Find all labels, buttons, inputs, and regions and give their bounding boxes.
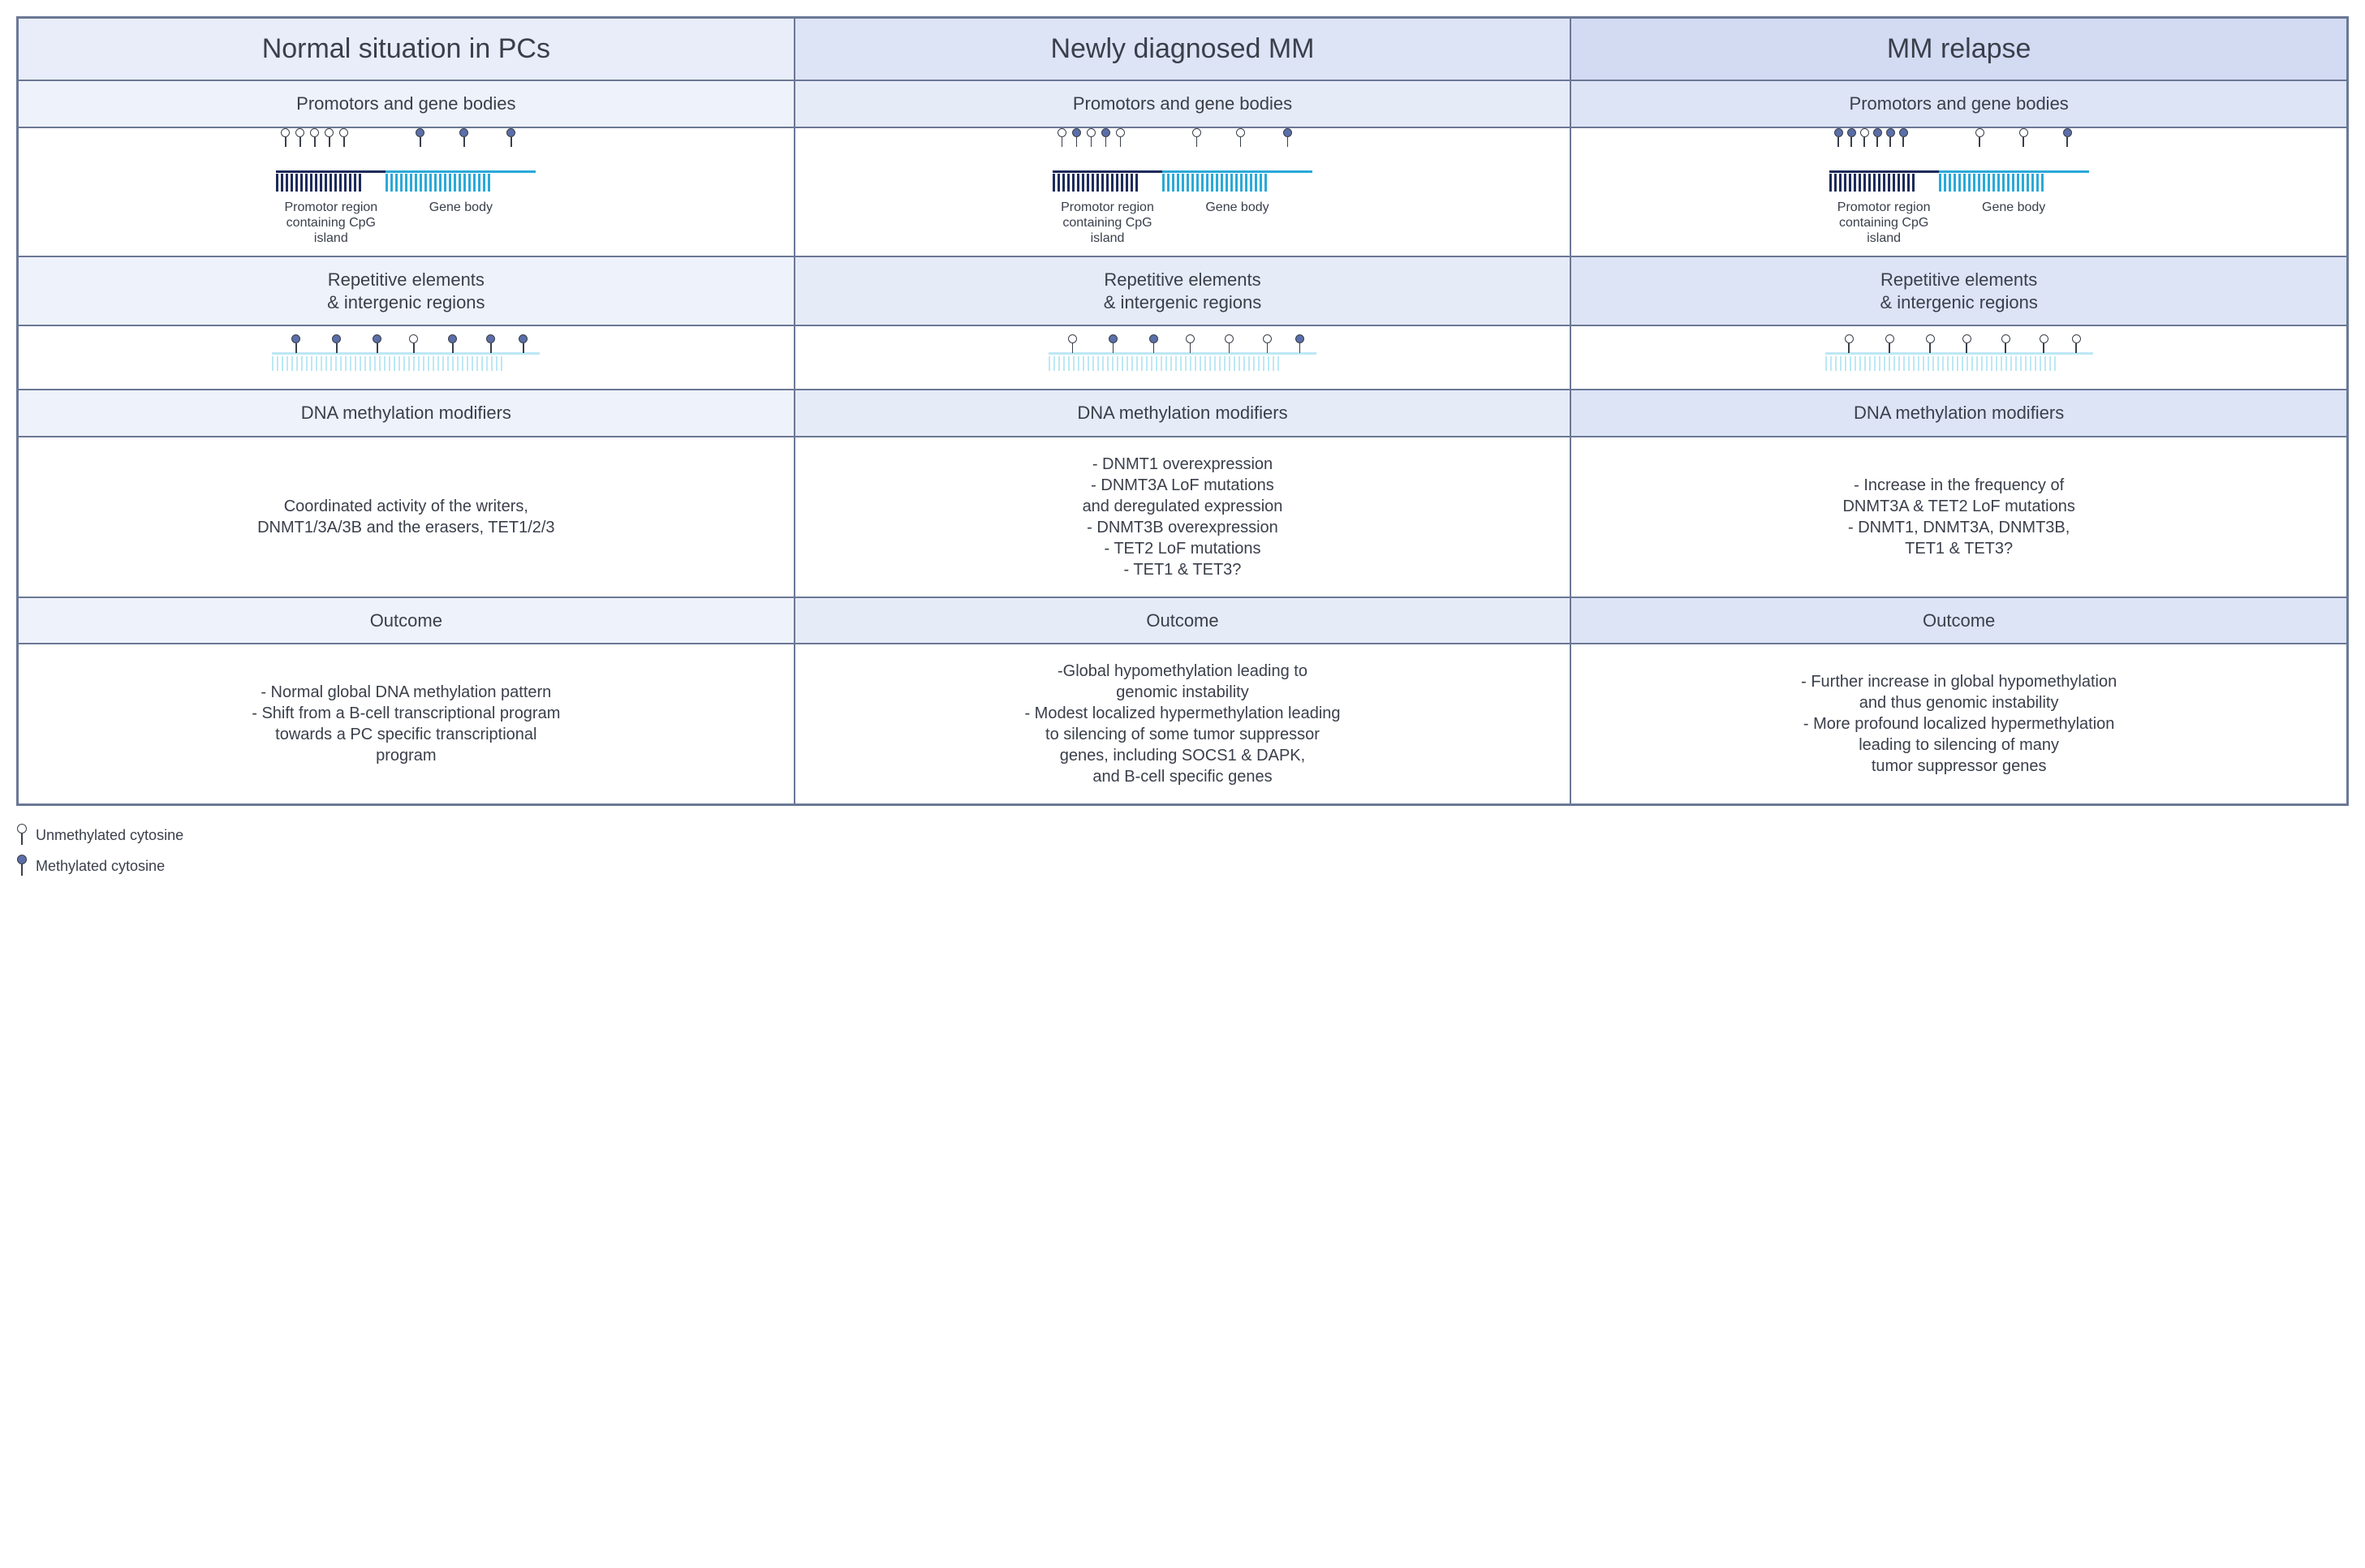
unmethylated-cytosine-icon xyxy=(1068,334,1077,353)
section-subheader: Repetitive elements & intergenic regions xyxy=(795,256,1571,325)
methylated-cytosine-icon xyxy=(506,128,515,147)
methylated-cytosine-icon xyxy=(291,334,300,353)
section-subheader: Promotors and gene bodies xyxy=(795,80,1571,127)
promoter-region-label: Promotor region containing CpG island xyxy=(1053,200,1162,247)
repetitive-region-diagram xyxy=(18,325,795,390)
content-cell: Coordinated activity of the writers, DNM… xyxy=(18,437,795,597)
methylated-cytosine-icon xyxy=(2063,128,2072,147)
methylated-cytosine-icon xyxy=(448,334,457,353)
content-cell: - Further increase in global hypomethyla… xyxy=(1570,644,2347,804)
content-cell: - Increase in the frequency of DNMT3A & … xyxy=(1570,437,2347,597)
section-subheader: Promotors and gene bodies xyxy=(18,80,795,127)
unmethylated-cytosine-icon xyxy=(2072,334,2081,353)
gene-body-label: Gene body xyxy=(1939,200,2089,247)
promoter-region-label: Promotor region containing CpG island xyxy=(276,200,386,247)
column-header: Normal situation in PCs xyxy=(18,18,795,80)
lollipop-filled-icon xyxy=(16,855,28,877)
unmethylated-cytosine-icon xyxy=(1860,128,1869,147)
unmethylated-cytosine-icon xyxy=(325,128,334,147)
unmethylated-cytosine-icon xyxy=(1192,128,1201,147)
methylated-cytosine-icon xyxy=(1886,128,1895,147)
methylation-comparison-grid: Normal situation in PCsNewly diagnosed M… xyxy=(16,16,2349,806)
repetitive-region-diagram xyxy=(795,325,1571,390)
unmethylated-cytosine-icon xyxy=(1087,128,1096,147)
methylated-cytosine-icon xyxy=(332,334,341,353)
unmethylated-cytosine-icon xyxy=(1845,334,1854,353)
unmethylated-cytosine-icon xyxy=(2040,334,2048,353)
unmethylated-cytosine-icon xyxy=(281,128,290,147)
methylated-cytosine-icon xyxy=(459,128,468,147)
unmethylated-cytosine-icon xyxy=(295,128,304,147)
repetitive-region-diagram xyxy=(1570,325,2347,390)
unmethylated-cytosine-icon xyxy=(2019,128,2028,147)
methylated-cytosine-icon xyxy=(373,334,381,353)
unmethylated-cytosine-icon xyxy=(409,334,418,353)
unmethylated-cytosine-icon xyxy=(1186,334,1195,353)
section-subheader: Promotors and gene bodies xyxy=(1570,80,2347,127)
gene-body-label: Gene body xyxy=(386,200,536,247)
section-subheader: Outcome xyxy=(795,597,1571,644)
promoter-genebody-diagram: Promotor region containing CpG islandGen… xyxy=(1570,127,2347,257)
unmethylated-cytosine-icon xyxy=(2001,334,2010,353)
legend: Unmethylated cytosine Methylated cytosin… xyxy=(16,824,2349,877)
methylated-cytosine-icon xyxy=(1072,128,1081,147)
column-header: MM relapse xyxy=(1570,18,2347,80)
section-subheader: Outcome xyxy=(18,597,795,644)
unmethylated-cytosine-icon xyxy=(1885,334,1894,353)
section-subheader: Outcome xyxy=(1570,597,2347,644)
methylated-cytosine-icon xyxy=(1149,334,1158,353)
unmethylated-cytosine-icon xyxy=(1116,128,1125,147)
methylated-cytosine-icon xyxy=(486,334,495,353)
column-header: Newly diagnosed MM xyxy=(795,18,1571,80)
methylated-cytosine-icon xyxy=(1847,128,1856,147)
unmethylated-cytosine-icon xyxy=(310,128,319,147)
section-subheader: Repetitive elements & intergenic regions xyxy=(18,256,795,325)
gene-body-label: Gene body xyxy=(1162,200,1312,247)
section-subheader: DNA methylation modifiers xyxy=(795,390,1571,437)
content-cell: - DNMT1 overexpression - DNMT3A LoF muta… xyxy=(795,437,1571,597)
methylated-cytosine-icon xyxy=(1109,334,1118,353)
content-cell: -Global hypomethylation leading to genom… xyxy=(795,644,1571,804)
unmethylated-cytosine-icon xyxy=(1975,128,1984,147)
section-subheader: Repetitive elements & intergenic regions xyxy=(1570,256,2347,325)
methylated-cytosine-icon xyxy=(1101,128,1110,147)
methylated-cytosine-icon xyxy=(1295,334,1304,353)
unmethylated-cytosine-icon xyxy=(1058,128,1066,147)
promoter-genebody-diagram: Promotor region containing CpG islandGen… xyxy=(795,127,1571,257)
unmethylated-cytosine-icon xyxy=(1263,334,1272,353)
unmethylated-cytosine-icon xyxy=(1225,334,1234,353)
content-cell: - Normal global DNA methylation pattern … xyxy=(18,644,795,804)
methylated-cytosine-icon xyxy=(1283,128,1292,147)
methylated-cytosine-icon xyxy=(1873,128,1882,147)
legend-unmethylated: Unmethylated cytosine xyxy=(16,824,2349,846)
unmethylated-cytosine-icon xyxy=(1926,334,1935,353)
legend-unmethylated-label: Unmethylated cytosine xyxy=(36,827,183,844)
legend-methylated-label: Methylated cytosine xyxy=(36,858,165,875)
section-subheader: DNA methylation modifiers xyxy=(18,390,795,437)
methylated-cytosine-icon xyxy=(1834,128,1843,147)
promoter-region-label: Promotor region containing CpG island xyxy=(1829,200,1939,247)
promoter-genebody-diagram: Promotor region containing CpG islandGen… xyxy=(18,127,795,257)
unmethylated-cytosine-icon xyxy=(339,128,348,147)
legend-methylated: Methylated cytosine xyxy=(16,855,2349,877)
methylated-cytosine-icon xyxy=(416,128,424,147)
unmethylated-cytosine-icon xyxy=(1236,128,1245,147)
unmethylated-cytosine-icon xyxy=(1962,334,1971,353)
section-subheader: DNA methylation modifiers xyxy=(1570,390,2347,437)
methylated-cytosine-icon xyxy=(1899,128,1908,147)
methylated-cytosine-icon xyxy=(519,334,528,353)
lollipop-open-icon xyxy=(16,824,28,846)
